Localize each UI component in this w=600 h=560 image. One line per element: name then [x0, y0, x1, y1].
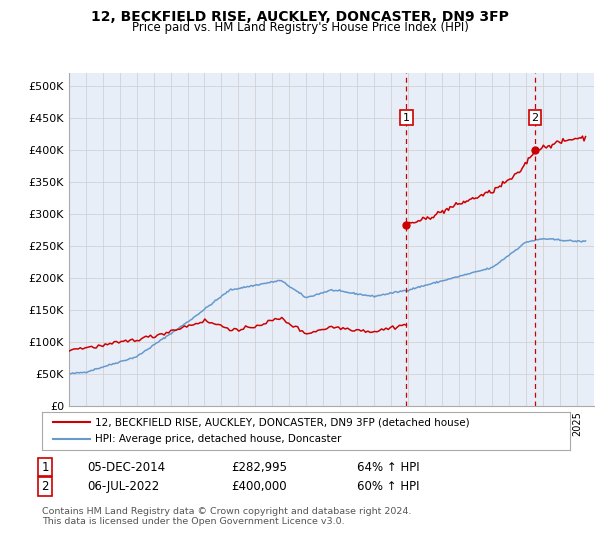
- Text: 12, BECKFIELD RISE, AUCKLEY, DONCASTER, DN9 3FP (detached house): 12, BECKFIELD RISE, AUCKLEY, DONCASTER, …: [95, 417, 469, 427]
- Text: 2: 2: [41, 479, 49, 493]
- Text: 1: 1: [41, 460, 49, 474]
- Text: HPI: Average price, detached house, Doncaster: HPI: Average price, detached house, Donc…: [95, 434, 341, 444]
- Text: 64% ↑ HPI: 64% ↑ HPI: [357, 460, 419, 474]
- Text: Contains HM Land Registry data © Crown copyright and database right 2024.
This d: Contains HM Land Registry data © Crown c…: [42, 507, 412, 526]
- Text: Price paid vs. HM Land Registry's House Price Index (HPI): Price paid vs. HM Land Registry's House …: [131, 21, 469, 34]
- Text: £400,000: £400,000: [231, 479, 287, 493]
- Text: 60% ↑ HPI: 60% ↑ HPI: [357, 479, 419, 493]
- Text: 06-JUL-2022: 06-JUL-2022: [87, 479, 159, 493]
- Text: 1: 1: [403, 113, 410, 123]
- Text: 2: 2: [532, 113, 538, 123]
- Text: 12, BECKFIELD RISE, AUCKLEY, DONCASTER, DN9 3FP: 12, BECKFIELD RISE, AUCKLEY, DONCASTER, …: [91, 10, 509, 24]
- Text: 05-DEC-2014: 05-DEC-2014: [87, 460, 165, 474]
- Text: £282,995: £282,995: [231, 460, 287, 474]
